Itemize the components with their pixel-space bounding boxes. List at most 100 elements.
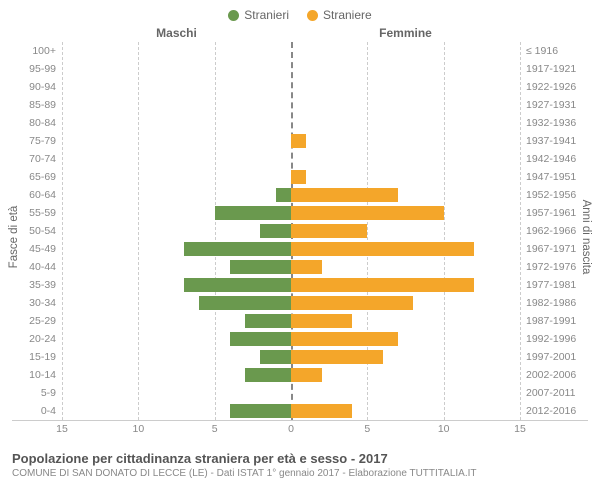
female-side [291,350,520,364]
female-side [291,44,520,58]
female-side [291,152,520,166]
male-side [62,260,291,274]
pyramid-row: 60-641952-1956 [12,186,588,204]
x-tick: 15 [56,423,68,435]
male-side [62,188,291,202]
pyramid-row: 55-591957-1961 [12,204,588,222]
year-label: 1937-1941 [520,135,588,147]
female-side [291,386,520,400]
age-label: 65-69 [12,171,62,183]
male-side [62,170,291,184]
x-tick: 15 [514,423,526,435]
female-bar [291,350,383,364]
female-side [291,260,520,274]
column-headers: Maschi Femmine [12,26,588,40]
male-side [62,134,291,148]
age-label: 30-34 [12,297,62,309]
pyramid-row: 70-74 1942-1946 [12,150,588,168]
x-tick: 5 [212,423,218,435]
male-side [62,62,291,76]
male-side [62,368,291,382]
male-bar [215,206,291,220]
x-tick: 5 [364,423,370,435]
x-tick: 0 [288,423,294,435]
female-bar [291,170,306,184]
male-bar [184,278,291,292]
female-side [291,188,520,202]
male-bar [230,332,291,346]
female-side [291,296,520,310]
female-side [291,404,520,418]
age-label: 75-79 [12,135,62,147]
pyramid-row: 25-291987-1991 [12,312,588,330]
age-label: 0-4 [12,405,62,417]
y-axis-left-title: Fasce di età [8,206,20,269]
male-side [62,116,291,130]
year-label: 1947-1951 [520,171,588,183]
male-side [62,98,291,112]
male-side [62,278,291,292]
legend-female-label: Straniere [323,8,372,22]
female-bar [291,278,474,292]
male-bar [245,314,291,328]
pyramid-row: 40-441972-1976 [12,258,588,276]
male-side [62,386,291,400]
pyramid-row: 45-491967-1971 [12,240,588,258]
header-male: Maschi [62,26,291,40]
female-bar [291,206,444,220]
pyramid-row: 35-39 1977-1981 [12,276,588,294]
pyramid-row: 80-84 1932-1936 [12,114,588,132]
x-tick: 10 [438,423,450,435]
age-label: 80-84 [12,117,62,129]
female-side [291,206,520,220]
female-bar [291,260,322,274]
age-label: 100+ [12,45,62,57]
year-label: 2007-2011 [520,387,588,399]
male-side [62,80,291,94]
plot-area: Fasce di età Anni di nascita 100+≤ 19169… [12,42,588,421]
female-side [291,80,520,94]
female-side [291,242,520,256]
chart-title: Popolazione per cittadinanza straniera p… [12,451,588,466]
year-label: 1932-1936 [520,117,588,129]
age-label: 35-39 [12,279,62,291]
year-label: 1957-1961 [520,207,588,219]
legend: Stranieri Straniere [12,8,588,22]
pyramid-row: 75-79 1937-1941 [12,132,588,150]
header-female: Femmine [291,26,520,40]
pyramid-row: 50-541962-1966 [12,222,588,240]
female-bar [291,242,474,256]
year-label: 2002-2006 [520,369,588,381]
male-side [62,314,291,328]
female-side [291,170,520,184]
age-label: 60-64 [12,189,62,201]
age-label: 90-94 [12,81,62,93]
male-side [62,44,291,58]
age-label: 70-74 [12,153,62,165]
age-label: 15-19 [12,351,62,363]
pyramid-row: 95-99 1917-1921 [12,60,588,78]
pyramid-row: 0-42012-2016 [12,402,588,420]
age-label: 5-9 [12,387,62,399]
year-label: ≤ 1916 [520,45,588,57]
year-label: 1967-1971 [520,243,588,255]
year-label: 1982-1986 [520,297,588,309]
year-label: 1962-1966 [520,225,588,237]
year-label: 1917-1921 [520,63,588,75]
year-label: 1942-1946 [520,153,588,165]
year-label: 1977-1981 [520,279,588,291]
legend-male-swatch [228,10,239,21]
x-axis-ticks: 15105051015 [62,421,520,441]
male-bar [260,350,291,364]
pyramid-row: 100+ ≤ 1916 [12,42,588,60]
age-label: 95-99 [12,63,62,75]
female-bar [291,314,352,328]
female-side [291,224,520,238]
female-side [291,98,520,112]
male-side [62,332,291,346]
year-label: 1997-2001 [520,351,588,363]
male-bar [184,242,291,256]
female-side [291,368,520,382]
male-side [62,242,291,256]
male-side [62,404,291,418]
